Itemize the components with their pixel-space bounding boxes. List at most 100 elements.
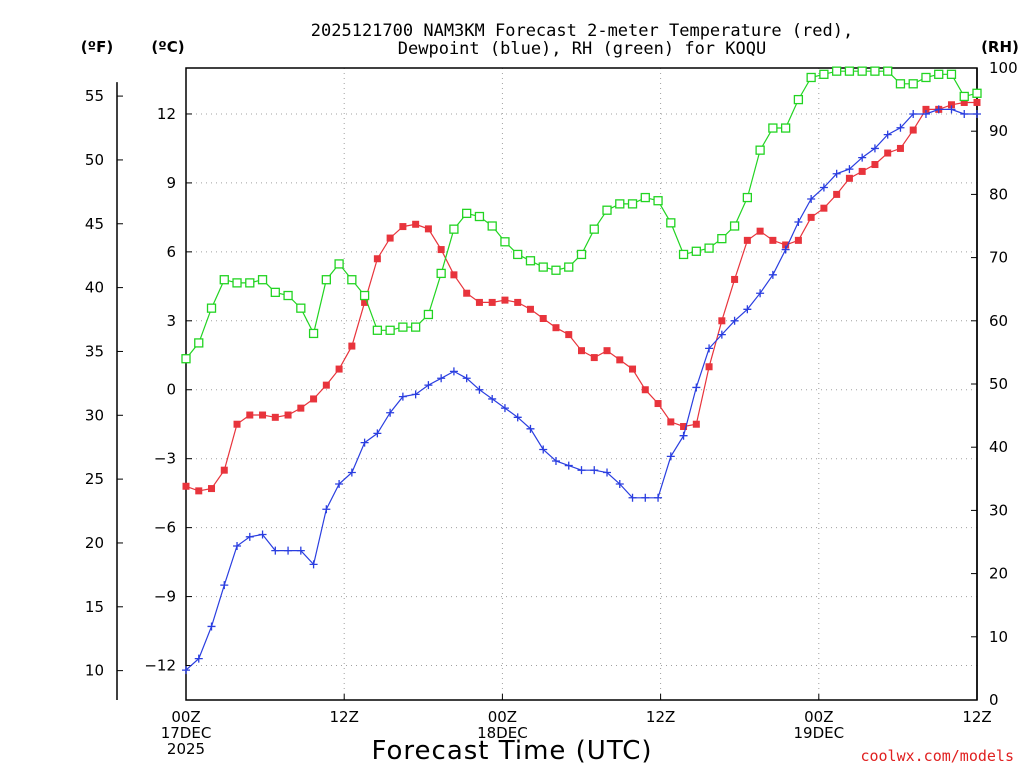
celsius-tick-label: −3 — [154, 450, 176, 468]
series-rh — [181, 66, 982, 364]
x-tick-label: 17DEC — [161, 724, 212, 742]
temperature-point — [424, 225, 432, 233]
temperature-point — [769, 236, 777, 244]
rh-point — [691, 246, 701, 256]
axes — [116, 67, 978, 701]
rh-tick-label: 40 — [989, 438, 1008, 456]
rh-point — [602, 205, 612, 215]
rh-point — [793, 94, 804, 105]
fahrenheit-unit-label: (ºF) — [81, 38, 113, 56]
rh-point — [194, 338, 204, 348]
temperature-point — [399, 223, 407, 231]
rh-point — [564, 262, 574, 272]
rh-point — [755, 145, 765, 155]
dewpoint-point — [654, 493, 663, 502]
temperature-point — [947, 101, 955, 109]
rh-point — [921, 72, 931, 83]
temperature-point — [833, 190, 841, 198]
rh-point — [270, 287, 280, 298]
temperature-point — [871, 161, 879, 169]
dewpoint-point — [182, 666, 190, 675]
rh-tick-label: 60 — [989, 312, 1008, 330]
tick-labels: −12−9−6−30369121015202530354045505501020… — [85, 59, 1018, 758]
x-axis-label: Forecast Time (UTC) — [371, 736, 652, 766]
temperature-point — [782, 241, 790, 249]
rh-tick-label: 10 — [989, 628, 1008, 646]
temperature-point — [731, 275, 739, 283]
celsius-tick-label: 12 — [157, 105, 176, 123]
rh-point — [844, 66, 855, 76]
dewpoint-point — [947, 105, 956, 114]
dewpoint-point — [462, 374, 471, 383]
dewpoint-point — [679, 431, 688, 440]
dewpoint-point — [641, 493, 650, 502]
rh-point — [232, 278, 242, 288]
dewpoint-point — [666, 452, 675, 461]
rh-point — [283, 290, 293, 301]
fahrenheit-tick-label: 50 — [85, 151, 104, 169]
temperature-point — [335, 365, 343, 373]
x-tick-label: 00Z — [171, 708, 200, 726]
temperature-point — [680, 423, 688, 431]
dewpoint-point — [437, 374, 446, 383]
dewpoint-point — [488, 394, 497, 403]
dewpoint-point — [883, 130, 892, 139]
temperature-point — [629, 365, 637, 373]
rh-point — [347, 275, 357, 285]
dewpoint-point — [590, 466, 599, 475]
temperature-point — [973, 98, 981, 106]
temperature-point — [233, 420, 241, 428]
temperature-point — [488, 298, 496, 306]
celsius-tick-label: 3 — [166, 312, 176, 330]
rh-point — [819, 69, 829, 79]
dewpoint-point — [819, 183, 828, 192]
rh-point — [257, 275, 268, 285]
dewpoint-point — [756, 289, 765, 298]
temperature-point — [590, 354, 598, 362]
rh-point — [627, 199, 638, 209]
temperature-point — [412, 220, 420, 228]
rh-point — [934, 69, 944, 79]
x-tick-label: 12Z — [962, 708, 991, 726]
dewpoint-point — [730, 316, 739, 325]
rh-point — [589, 224, 599, 234]
temperature-point — [437, 246, 445, 254]
rh-point — [678, 249, 689, 260]
dewpoint-point — [807, 194, 816, 203]
rh-point — [525, 256, 536, 266]
dewpoint-point — [360, 438, 369, 447]
rh-point — [436, 268, 446, 279]
x-tick-label: 12Z — [646, 708, 675, 726]
rh-point — [768, 123, 778, 133]
dewpoint-point — [335, 479, 344, 488]
chart-title-line-2: Dewpoint (blue), RH (green) for KOQU — [398, 39, 766, 59]
dewpoint-point — [551, 456, 560, 465]
dewpoint-point — [194, 654, 203, 663]
dewpoint-point — [577, 466, 586, 475]
temperature-point — [641, 386, 649, 394]
dewpoint-point — [768, 270, 777, 279]
x-tick-label: 00Z — [488, 708, 517, 726]
temperature-point — [271, 413, 279, 421]
temperature-point — [361, 298, 369, 306]
dewpoint-point — [743, 305, 752, 314]
dewpoint-point — [386, 408, 395, 417]
dewpoint-point — [271, 546, 280, 555]
temperature-point — [514, 298, 522, 306]
credit-link[interactable]: coolwx.com/models — [860, 747, 1014, 765]
dewpoint-point — [934, 105, 943, 114]
rh-point — [385, 325, 395, 335]
x-tick-label: 18DEC — [477, 724, 528, 742]
celsius-tick-label: −12 — [144, 657, 176, 675]
temperature-point — [322, 381, 330, 389]
temperature-point — [743, 236, 751, 244]
rh-point — [245, 278, 255, 288]
rh-tick-label: 50 — [989, 375, 1008, 393]
fahrenheit-tick-label: 20 — [85, 534, 104, 552]
dewpoint-point — [781, 245, 790, 254]
rh-point — [398, 322, 408, 332]
rh-point — [870, 66, 880, 76]
temperature-point — [858, 167, 866, 175]
rh-point — [500, 237, 510, 247]
temperature-point — [552, 324, 560, 332]
